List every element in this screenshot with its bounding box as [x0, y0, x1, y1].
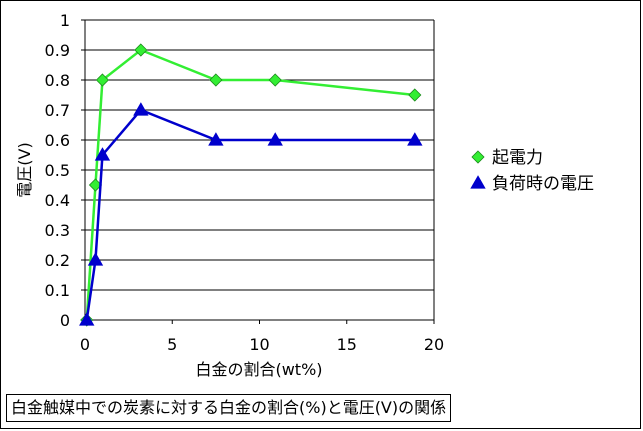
y-axis-title: 電圧(V) [15, 142, 34, 197]
y-tick-label: 0.2 [45, 251, 70, 270]
data-point [134, 43, 148, 57]
series-2 [79, 102, 423, 326]
y-tick-label: 0.6 [45, 131, 70, 150]
data-point [267, 132, 283, 146]
x-tick-label: 0 [80, 335, 90, 354]
x-axis-title: 白金の割合(wt%) [195, 360, 322, 379]
y-tick-label: 0.9 [45, 41, 70, 60]
figure-caption: 白金触媒中での炭素に対する白金の割合(%)と電圧(V)の関係 [6, 394, 452, 422]
x-tick-label: 10 [249, 335, 269, 354]
data-point [95, 73, 110, 87]
x-tick-label: 15 [337, 335, 357, 354]
legend-item: 起電力 [471, 148, 543, 168]
y-tick-label: 0.5 [45, 161, 70, 180]
legend-label: 負荷時の電圧 [492, 174, 594, 194]
y-tick-label: 0.3 [45, 221, 70, 240]
y-tick-label: 0.1 [45, 281, 70, 300]
x-tick-label: 20 [424, 335, 444, 354]
legend-marker [470, 175, 486, 189]
x-tick-label: 5 [167, 335, 177, 354]
data-point [79, 312, 95, 326]
legend-label: 起電力 [492, 148, 543, 168]
y-tick-label: 0.7 [45, 101, 70, 120]
data-point [407, 132, 423, 146]
y-tick-label: 1 [60, 11, 70, 30]
legend-marker [471, 150, 485, 164]
y-tick-label: 0.8 [45, 71, 70, 90]
data-point [268, 73, 282, 87]
legend-item: 負荷時の電圧 [470, 174, 594, 194]
tick-labels: 00.10.20.30.40.50.60.70.80.910 5 10 15 20 [45, 11, 445, 354]
y-tick-label: 0.4 [45, 191, 70, 210]
data-point [408, 88, 422, 102]
data-point [87, 252, 104, 266]
y-tick-label: 0 [60, 311, 70, 330]
data-point [94, 147, 111, 161]
data-point [133, 102, 149, 116]
data-point [208, 132, 224, 146]
data-point [209, 73, 223, 87]
series-layer [79, 43, 423, 327]
